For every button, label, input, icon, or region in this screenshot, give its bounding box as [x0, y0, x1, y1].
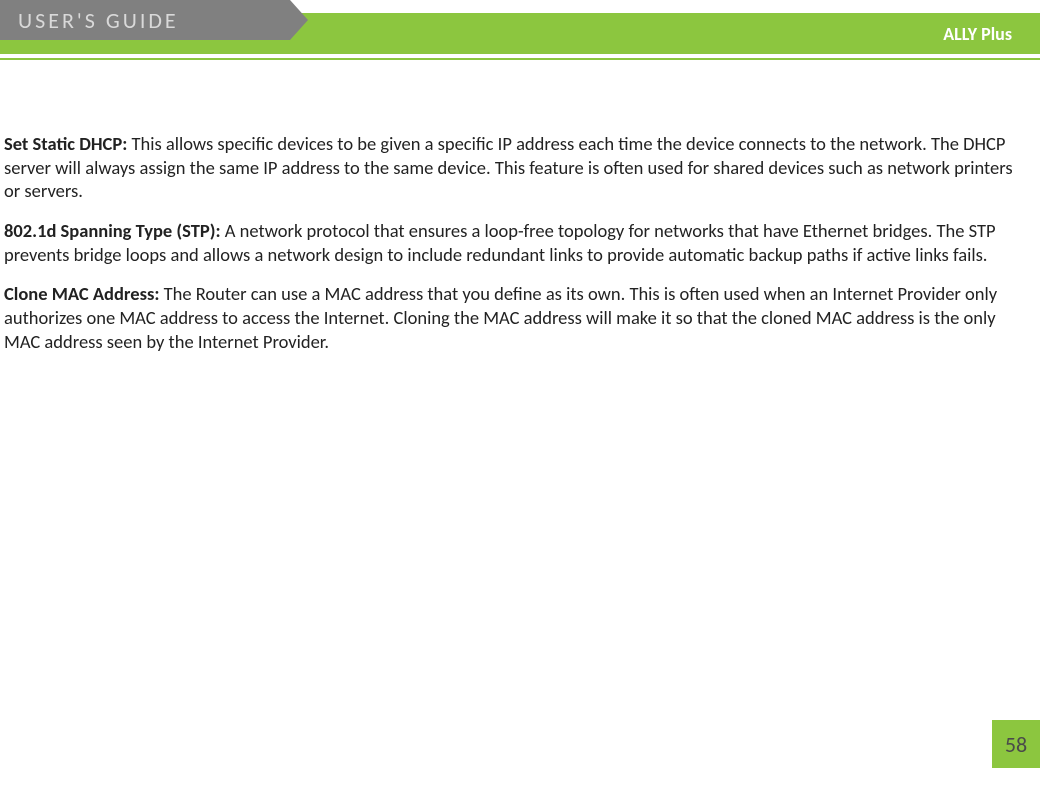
page-number: 58 [1005, 731, 1027, 758]
paragraph-label: Clone MAC Address: [4, 282, 164, 305]
paragraph-body: This allows specific devices to be given… [4, 132, 1013, 202]
header-grey-tab: USER'S GUIDE [0, 0, 290, 40]
paragraph-clone-mac: Clone MAC Address: The Router can use a … [4, 282, 1030, 353]
header-grey-arrow-icon [290, 0, 308, 40]
product-name: ALLY Plus [943, 23, 1012, 45]
page-header: ALLY Plus USER'S GUIDE [0, 0, 1040, 54]
page-content: Set Static DHCP: This allows specific de… [0, 54, 1040, 353]
header-underline [0, 58, 1040, 60]
page-number-box: 58 [992, 720, 1040, 768]
guide-title: USER'S GUIDE [18, 7, 179, 34]
paragraph-label: Set Static DHCP: [4, 132, 131, 155]
paragraph-label: 802.1d Spanning Type (STP): [4, 219, 225, 242]
paragraph-static-dhcp: Set Static DHCP: This allows specific de… [4, 132, 1030, 203]
paragraph-stp: 802.1d Spanning Type (STP): A network pr… [4, 219, 1030, 266]
